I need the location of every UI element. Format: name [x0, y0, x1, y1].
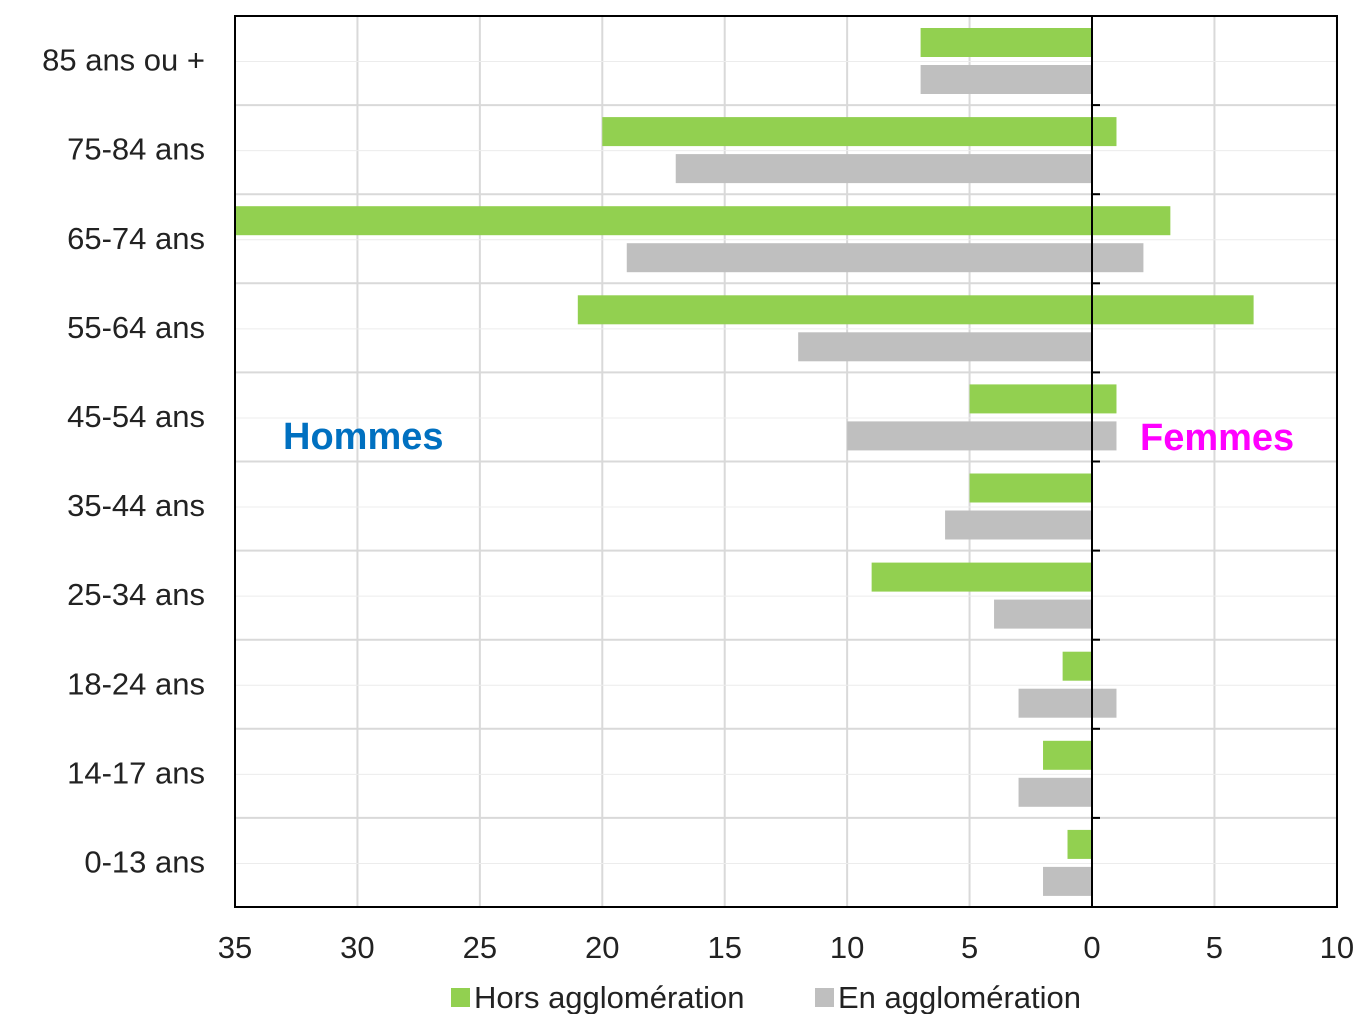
x-tick-label: 30	[340, 930, 374, 965]
bar-femmes-en	[1092, 688, 1117, 718]
x-tick-label: 20	[585, 930, 619, 965]
bar-femmes-hors	[1092, 206, 1171, 236]
category-labels: 85 ans ou + 75-84 ans 65-74 ans 55-64 ans 45…	[42, 43, 205, 880]
hommes-label: Hommes	[283, 416, 444, 458]
legend-swatch-hors	[451, 988, 470, 1007]
bar-hommes-hors	[235, 206, 1092, 236]
bar-femmes-hors	[1092, 295, 1254, 325]
category-label: 75-84 ans	[67, 132, 205, 167]
category-label: 25-34 ans	[67, 577, 205, 612]
category-label: 65-74 ans	[67, 221, 205, 256]
bar-hommes-en	[798, 332, 1092, 362]
bar-hommes-en	[945, 510, 1092, 540]
x-tick-label: 5	[1206, 930, 1223, 965]
legend: Hors agglomération En agglomération	[451, 980, 1081, 1014]
plot-border	[234, 15, 1338, 908]
bar-hommes-hors	[1043, 740, 1092, 770]
bar-hommes-en	[1043, 866, 1092, 896]
category-label: 35-44 ans	[67, 488, 205, 523]
category-label: 45-54 ans	[67, 399, 205, 434]
x-tick-label: 5	[961, 930, 978, 965]
bar-hommes-en	[920, 65, 1092, 94]
category-label: 14-17 ans	[67, 755, 205, 790]
bar-femmes-hors	[1092, 384, 1117, 414]
bars-layer	[235, 28, 1254, 896]
category-label: 18-24 ans	[67, 666, 205, 701]
category-label: 0-13 ans	[84, 844, 205, 879]
bar-femmes-en	[1092, 243, 1144, 273]
bar-femmes-hors	[1092, 117, 1117, 147]
x-tick-label: 25	[463, 930, 497, 965]
bar-hommes-hors	[969, 384, 1092, 414]
x-tick-label: 15	[707, 930, 741, 965]
x-tick-label: 10	[830, 930, 864, 965]
category-label: 85 ans ou +	[42, 43, 205, 78]
ticks-layer: 35 30 25 20 15 10 5 0 5 10	[218, 104, 1354, 965]
x-tick-label: 10	[1320, 930, 1354, 965]
bar-hommes-en	[1018, 777, 1092, 807]
bar-hommes-en	[994, 599, 1092, 629]
bar-hommes-hors	[1067, 829, 1092, 859]
bar-hommes-en	[847, 421, 1092, 451]
legend-label-en: En agglomération	[838, 980, 1081, 1014]
femmes-label: Femmes	[1140, 417, 1294, 459]
bar-hommes-hors	[871, 562, 1092, 592]
bar-hommes-hors	[602, 117, 1092, 147]
bar-hommes-en	[626, 243, 1092, 273]
x-tick-label: 35	[218, 930, 252, 965]
bar-hommes-hors	[577, 295, 1092, 325]
bar-hommes-hors	[1062, 651, 1092, 681]
bar-hommes-en	[1018, 688, 1092, 718]
category-label: 55-64 ans	[67, 310, 205, 345]
x-tick-label: 0	[1083, 930, 1100, 965]
legend-label-hors: Hors agglomération	[474, 980, 745, 1014]
bar-hommes-en	[675, 154, 1092, 184]
legend-swatch-en	[815, 988, 834, 1007]
bar-hommes-hors	[920, 28, 1092, 57]
bar-femmes-en	[1092, 421, 1117, 451]
bar-hommes-hors	[969, 473, 1092, 503]
